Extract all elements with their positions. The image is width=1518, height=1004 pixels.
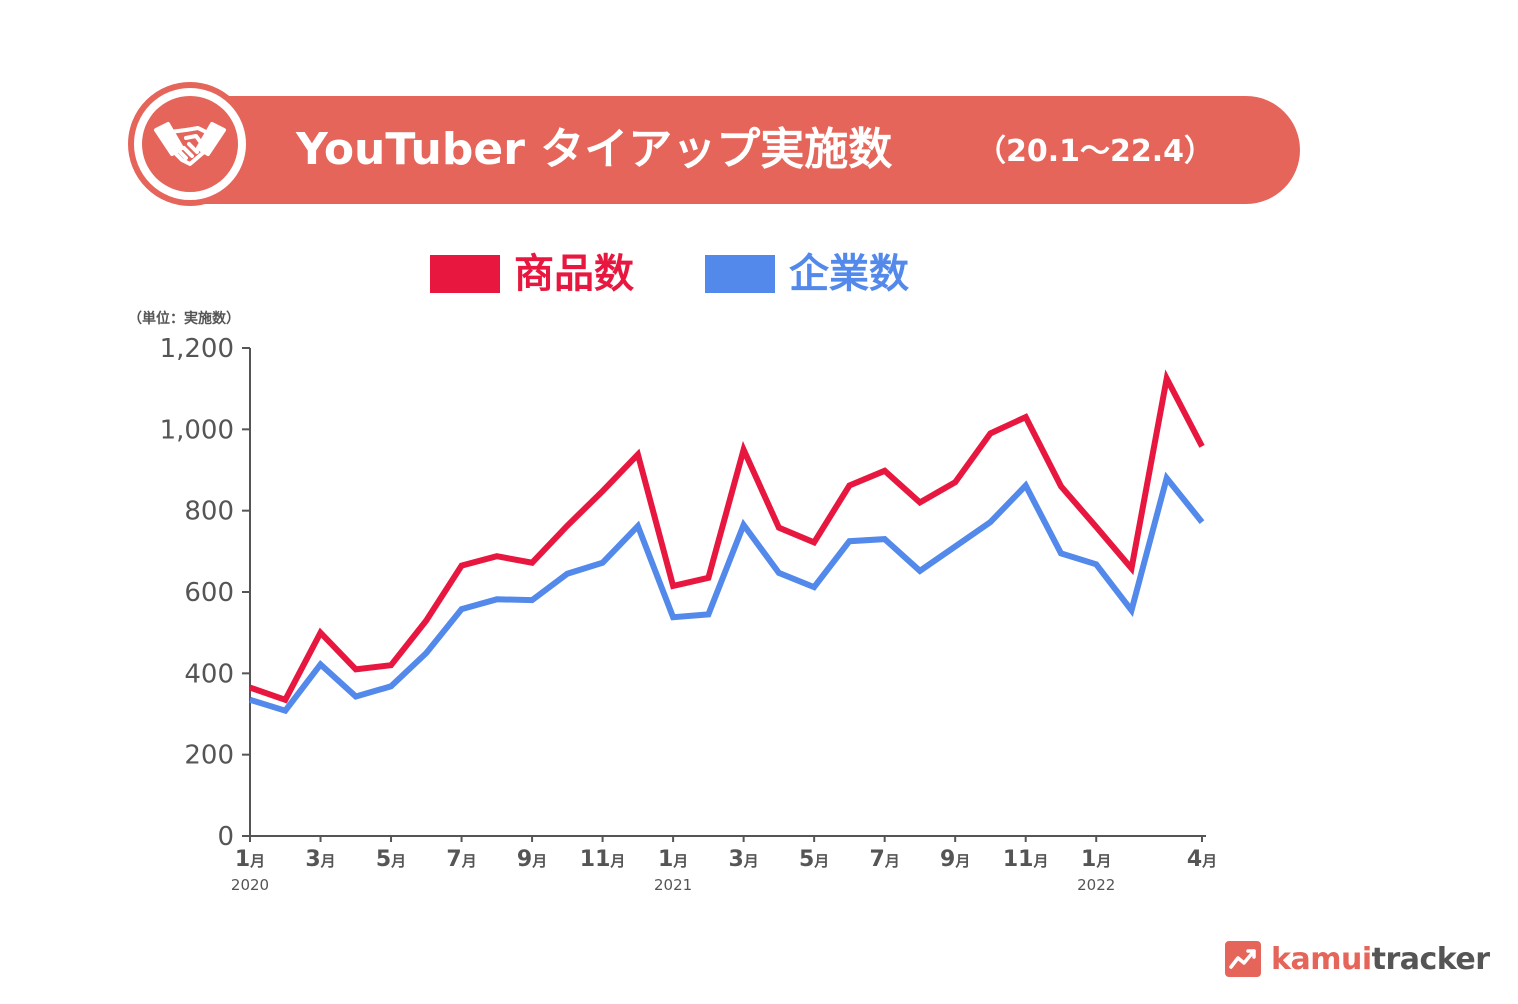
brand-prefix: kamui [1271, 941, 1372, 977]
x-tick-label: 9月 [517, 847, 547, 872]
series-line-companies [249, 471, 1205, 715]
legend-swatch-products [430, 255, 500, 293]
x-tick-label: 3月 [305, 847, 335, 872]
x-tick-label: 1月 [235, 847, 265, 872]
x-tick-label: 7月 [446, 847, 476, 872]
title-badge [128, 82, 252, 206]
x-tick-label: 5月 [376, 847, 406, 872]
trend-chart-icon [1225, 941, 1261, 977]
series-line-products [249, 369, 1205, 704]
x-tick-label: 1月 [658, 847, 688, 872]
unit-label: （単位：実施数） [128, 311, 240, 327]
y-tick-label: 400 [184, 659, 234, 689]
x-tick-label: 4月 [1187, 847, 1217, 872]
x-tick-label: 3月 [728, 847, 758, 872]
x-tick-label: 7月 [870, 847, 900, 872]
page-title: YouTuber タイアップ実施数 [296, 124, 893, 175]
handshake-icon [142, 96, 238, 192]
x-tick-label: 5月 [799, 847, 829, 872]
legend-label-products: 商品数 [514, 251, 634, 297]
x-year-label: 2021 [654, 876, 692, 894]
legend-swatch-companies [705, 255, 775, 293]
legend-label-companies: 企業数 [789, 251, 909, 297]
x-tick-label: 1月 [1081, 847, 1111, 872]
y-tick-label: 1,000 [160, 415, 234, 445]
brand-logo: kamui tracker [1225, 940, 1490, 978]
x-year-label: 2022 [1077, 876, 1115, 894]
y-tick-label: 600 [184, 578, 234, 608]
x-tick-label: 11月 [580, 847, 626, 872]
date-range: （20.1～22.4） [976, 134, 1215, 169]
x-tick-label: 9月 [940, 847, 970, 872]
title-banner [150, 96, 1300, 204]
x-year-label: 2020 [231, 876, 269, 894]
brand-suffix: tracker [1371, 941, 1490, 977]
x-tick-label: 11月 [1003, 847, 1049, 872]
y-tick-label: 0 [217, 822, 234, 852]
y-tick-label: 200 [184, 741, 234, 771]
y-tick-label: 800 [184, 497, 234, 527]
y-tick-label: 1,200 [160, 334, 234, 364]
